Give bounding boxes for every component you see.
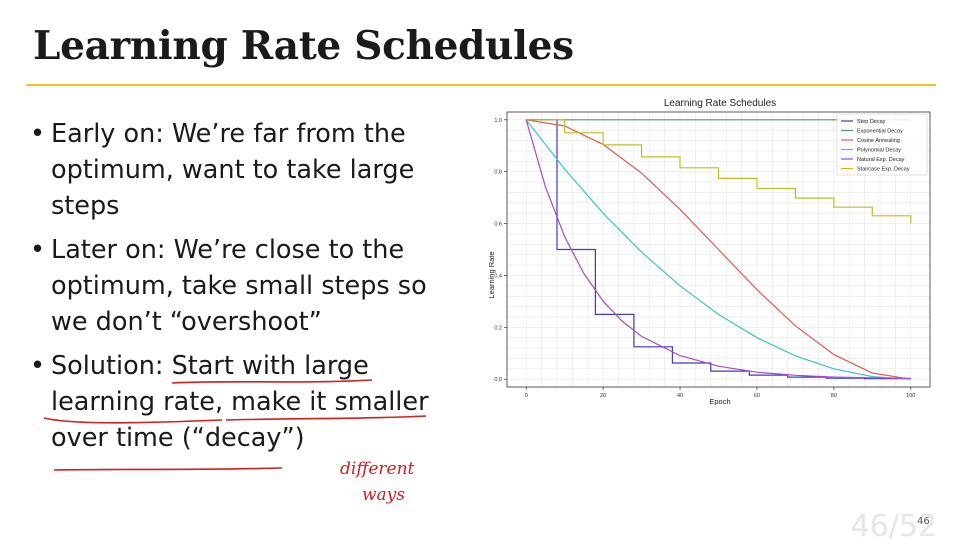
x-tick-label: 80: [831, 393, 837, 399]
chart-title: Learning Rate Schedules: [664, 98, 776, 109]
legend-label: Exponential Decay: [857, 129, 903, 135]
legend-label: Step Decay: [857, 119, 886, 125]
bullet-item: • Later on: We’re close to the optimum, …: [30, 232, 450, 340]
handwritten-note-line-1: different: [340, 459, 415, 479]
x-tick-label: 20: [600, 393, 606, 399]
underlined-phrase-1: Start with large learning rate: [51, 351, 369, 417]
bullet-dot: •: [30, 235, 46, 265]
bullet-text-separator: ,: [214, 387, 232, 417]
chart-grid: [507, 112, 930, 387]
legend-label: Staircase Exp. Decay: [857, 167, 910, 173]
plot-frame: [506, 111, 931, 388]
y-tick-label: 1.0: [494, 118, 502, 124]
series-line-staircase-exp-decay: [526, 119, 912, 224]
legend-label: Polynomial Decay: [857, 148, 901, 154]
series-line-cosine-annealing: [526, 119, 911, 380]
chart-legend: Step Decay Exponential Decay Cosine Anneal…: [836, 113, 928, 176]
y-axis-label: Learning Rate: [487, 251, 496, 298]
bullet-dot: •: [30, 119, 46, 149]
pen-underline-4: [53, 467, 283, 471]
y-tick-label: 0.0: [494, 377, 502, 383]
legend-label: Cosine Annealing: [857, 138, 900, 144]
x-tick-label: 40: [677, 393, 683, 399]
y-tick-label: 0.4: [494, 273, 502, 279]
bullet-item: • Solution: Start with large learning ra…: [30, 348, 450, 456]
legend-box: [836, 113, 928, 176]
bullet-dot: •: [30, 351, 46, 381]
series-line-polynomial-decay: [525, 119, 911, 380]
chart-svg: 0 20 40 60 80 100 0.0 0.2 0.4 0.6 0.8 1.0 Learning …: [487, 98, 931, 406]
tick-layer: 0 20 40 60 80 100 0.0 0.2 0.4 0.6 0.8 1.0: [494, 118, 915, 399]
y-tick-label: 0.8: [494, 170, 502, 176]
handwritten-note-line-2: ways: [362, 485, 406, 505]
bullet-text-prefix: Solution:: [51, 351, 172, 381]
series-line-step-decay: [526, 119, 911, 380]
slide-title: Learning Rate Schedules: [33, 23, 574, 69]
x-tick-label: 100: [906, 393, 915, 399]
x-axis-label: Epoch: [709, 397, 730, 406]
bullet-list: • Early on: We’re far from the optimum, …: [30, 116, 450, 464]
series-line-natural-exp-decay: [525, 119, 911, 379]
bullet-text: Early on: We’re far from the optimum, wa…: [51, 119, 415, 221]
x-tick-label: 60: [754, 393, 760, 399]
y-tick-label: 0.6: [494, 222, 502, 228]
lr-schedule-chart: 0 20 40 60 80 100 0.0 0.2 0.4 0.6 0.8 1.0 Learning …: [485, 92, 935, 412]
y-tick-label: 0.2: [494, 325, 502, 331]
page-number: 46: [917, 516, 930, 527]
x-tick-label: 0: [525, 393, 528, 399]
underlined-phrase-2: make it smaller over time (“decay”): [51, 387, 429, 453]
series-layer: [525, 119, 912, 380]
bullet-item: • Early on: We’re far from the optimum, …: [30, 116, 450, 224]
title-underline: [26, 84, 936, 86]
legend-label: Natural Exp. Decay: [857, 157, 905, 163]
bullet-text: Later on: We’re close to the optimum, ta…: [51, 235, 427, 337]
